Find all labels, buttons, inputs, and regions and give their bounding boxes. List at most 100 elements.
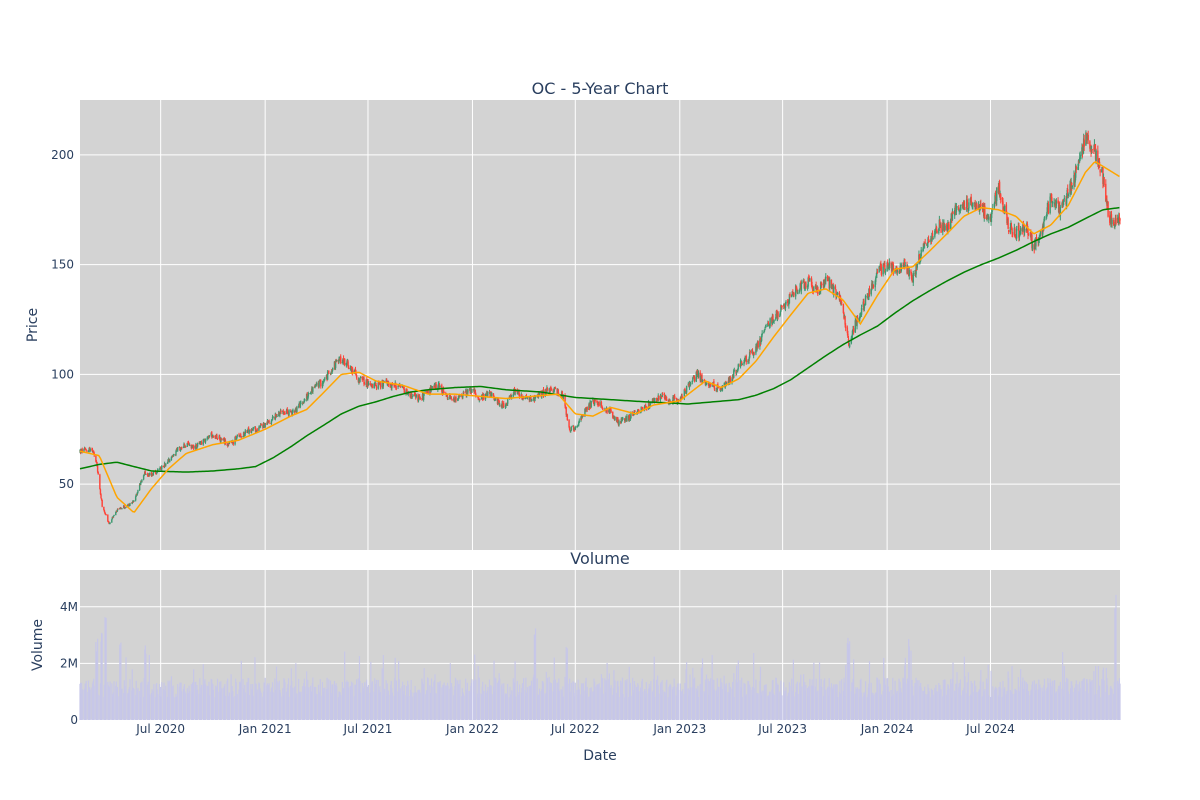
candle-body (570, 427, 573, 431)
candle-body (403, 388, 406, 394)
volume-bar (801, 686, 803, 720)
volume-bars (79, 594, 1121, 720)
candle-body (614, 416, 616, 420)
candle-body (743, 359, 746, 362)
candle-body (741, 361, 743, 365)
volume-bar (1000, 688, 1002, 720)
volume-bar (240, 660, 242, 720)
volume-bar (254, 657, 256, 720)
candle-body (767, 322, 769, 327)
candle-body (156, 471, 158, 473)
candle-body (534, 397, 536, 402)
candle-body (717, 387, 720, 389)
candle-body (940, 224, 942, 233)
candle-body (84, 449, 87, 450)
candle-body (169, 459, 171, 463)
volume-bar (1115, 594, 1117, 720)
candle-body (91, 448, 93, 450)
volume-bar (439, 680, 441, 720)
candle-body (990, 216, 992, 222)
volume-bar (435, 693, 437, 720)
volume-bar (554, 679, 557, 720)
volume-bar (443, 682, 445, 720)
candle-body (382, 380, 385, 387)
slow-moving-average-line (79, 206, 1120, 473)
candle-body (320, 380, 322, 387)
candle-body (472, 388, 475, 390)
volume-bar (916, 680, 918, 720)
candle-body (792, 292, 794, 295)
candle-body (854, 320, 857, 333)
candle-body (844, 316, 846, 325)
candle-body (141, 479, 143, 482)
candle-body (336, 360, 338, 361)
volume-bar (1012, 694, 1014, 720)
candle-body (480, 395, 483, 400)
candle-body (976, 203, 978, 209)
volume-bar (109, 681, 111, 720)
candle-body (612, 411, 614, 418)
volume-bar (105, 617, 107, 720)
candle-body (836, 293, 838, 296)
candle-body (271, 420, 273, 421)
candle-body (1113, 220, 1115, 226)
candle-body (894, 271, 896, 273)
candle-body (886, 263, 888, 272)
candle-body (922, 243, 925, 250)
candle-body (139, 484, 141, 485)
volume-bar (733, 673, 735, 720)
candle-body (823, 280, 826, 287)
candle-body (954, 210, 956, 216)
candle-body (637, 409, 640, 410)
candle-body (576, 425, 579, 427)
candle-body (797, 292, 799, 294)
candle-body (393, 384, 395, 386)
candle-body (427, 390, 429, 394)
volume-bar (371, 681, 374, 720)
candle-body (127, 504, 129, 507)
candle-body (554, 387, 557, 389)
candle-body (1067, 189, 1069, 197)
candle-body (187, 442, 190, 444)
candle-body (813, 286, 815, 291)
candle-body (144, 471, 147, 475)
candle-body (208, 435, 211, 438)
volume-bar (908, 646, 910, 720)
volume-bar (514, 661, 516, 720)
volume-bar (650, 681, 652, 720)
volume-bar (1027, 690, 1030, 720)
candle-body (530, 397, 532, 401)
candle-body (123, 506, 126, 509)
candle-body (514, 391, 517, 392)
candle-body (355, 375, 358, 378)
candle-body (741, 364, 743, 366)
candle-body (779, 315, 781, 317)
candle-body (538, 392, 541, 395)
candle-body (550, 387, 552, 390)
candle-body (211, 432, 213, 438)
volume-bar (491, 694, 493, 720)
candle-body (487, 392, 489, 396)
candle-body (842, 304, 845, 313)
candle-body (820, 283, 822, 285)
volume-bar (570, 682, 572, 720)
candle-body (1090, 149, 1093, 152)
volume-bar (789, 685, 791, 720)
volume-bar (992, 686, 994, 720)
volume-bar (192, 669, 195, 720)
volume-tick-label: 2M (60, 656, 78, 670)
candle-body (594, 399, 596, 402)
candle-body (960, 204, 962, 207)
candle-body (1059, 207, 1062, 217)
candle-body (783, 305, 786, 308)
volume-bar (252, 695, 254, 720)
candle-body (950, 219, 952, 230)
candle-body (518, 391, 520, 396)
candle-body (81, 449, 83, 452)
volume-bar (972, 691, 974, 720)
candle-body (256, 429, 258, 432)
volume-bar (288, 696, 290, 720)
candle-body (1102, 167, 1104, 185)
candle-body (546, 388, 549, 391)
candle-body (1110, 214, 1113, 224)
